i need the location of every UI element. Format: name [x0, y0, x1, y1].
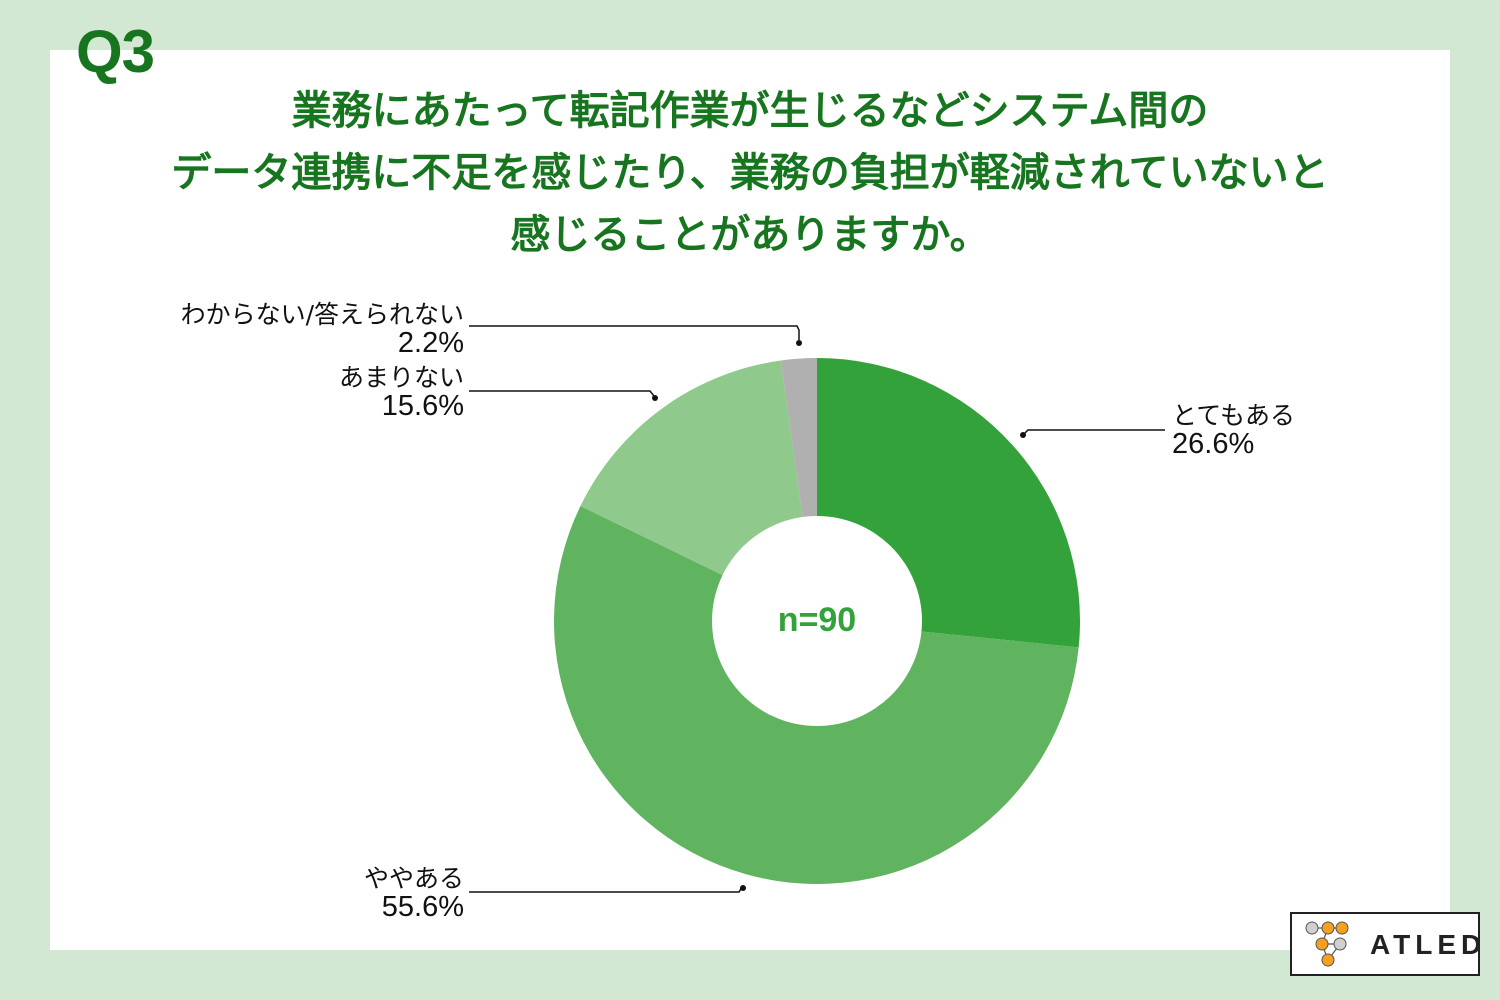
- leader-dot-unknown: [796, 340, 802, 346]
- atled-node-logo-icon: [1305, 921, 1349, 967]
- leader-dot-notmuch: [652, 395, 658, 401]
- label-notmuch-name: あまりない: [338, 363, 464, 392]
- leader-line-notmuch: [469, 390, 655, 397]
- label-notmuch-pct: 15.6%: [381, 390, 464, 422]
- label-somewhat-name: ややある: [363, 864, 464, 893]
- leader-line-unknown: [469, 325, 800, 340]
- donut-hole: [712, 516, 922, 726]
- label-somewhat-pct: 55.6%: [381, 891, 464, 923]
- label-very-pct: 26.6%: [1172, 428, 1255, 460]
- sample-size-label: n=90: [777, 601, 857, 639]
- label-very: とてもある 26.6%: [1172, 401, 1296, 460]
- label-unknown-name: わからない/答えられない: [180, 300, 464, 329]
- leader-dot-somewhat: [740, 885, 746, 891]
- label-unknown: わからない/答えられない 2.2%: [180, 300, 464, 359]
- leader-dots: [652, 340, 1026, 891]
- label-unknown-pct: 2.2%: [397, 327, 464, 359]
- question-number: Q3: [76, 18, 155, 85]
- label-very-name: とてもある: [1172, 401, 1296, 430]
- leader-dot-very: [1020, 432, 1026, 438]
- title-line-2: データ連携に不足を感じたり、業務の負担が軽減されていないと: [171, 150, 1329, 196]
- title-line-1: 業務にあたって転記作業が生じるなどシステム間の: [291, 88, 1209, 134]
- atled-logo: ATLED: [1290, 912, 1481, 976]
- title-line-3: 感じることがありますか。: [510, 212, 990, 258]
- atled-logo-text: ATLED: [1370, 929, 1487, 960]
- label-somewhat: ややある 55.6%: [363, 864, 464, 923]
- question-title: 業務にあたって転記作業が生じるなどシステム間の データ連携に不足を感じたり、業務…: [50, 80, 1450, 266]
- leader-line-somewhat: [469, 886, 743, 893]
- leader-line-very: [1023, 429, 1165, 435]
- label-notmuch: あまりない 15.6%: [338, 363, 464, 422]
